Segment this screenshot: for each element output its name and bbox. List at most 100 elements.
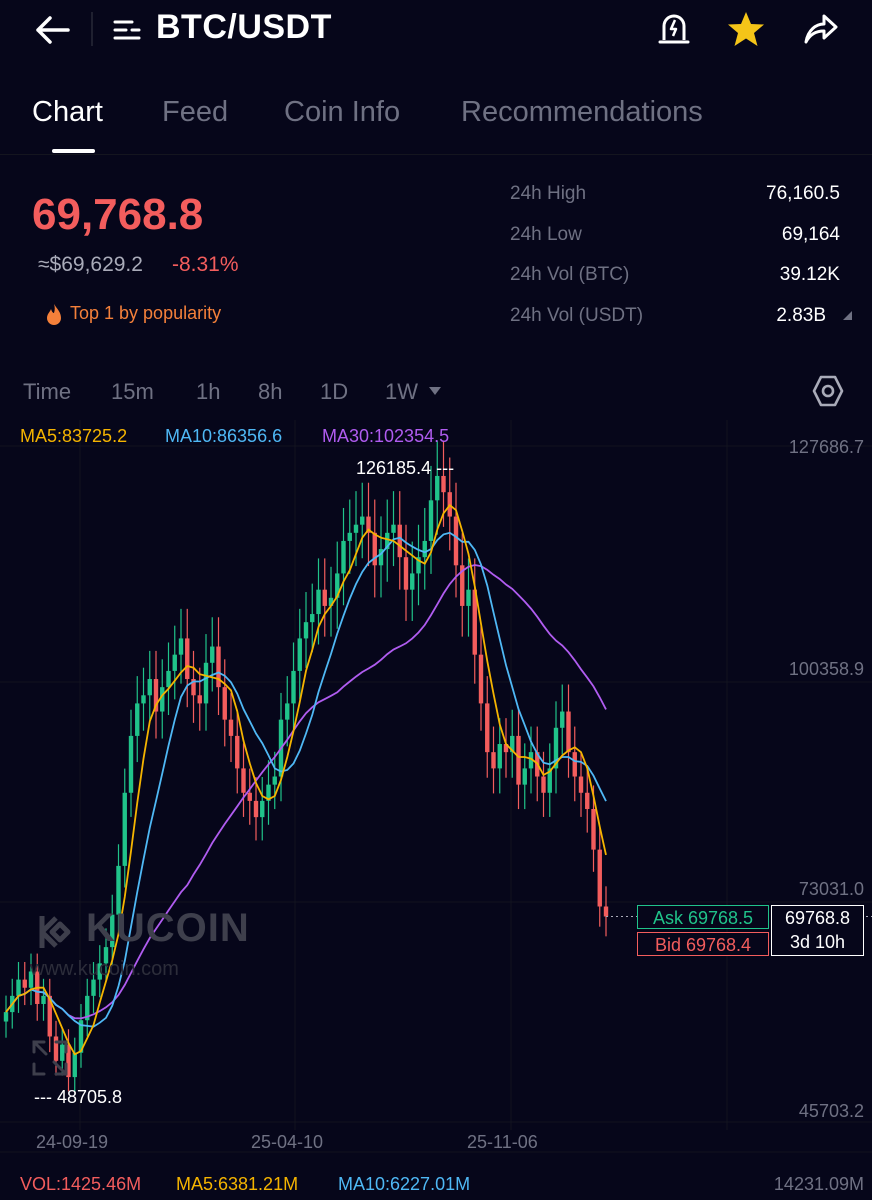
candle-countdown: 3d 10h <box>789 932 846 952</box>
timeframe-1h[interactable]: 1h <box>196 379 221 404</box>
usd-equivalent: ≈$69,629.2 <box>38 253 143 276</box>
candle-body <box>385 532 390 550</box>
pair-menu-icon[interactable] <box>112 16 142 44</box>
axis-label-lower-mid: 73031.0 <box>798 879 864 899</box>
candle-body <box>110 914 115 948</box>
ask-price-tag: Ask 69768.5 <box>637 905 769 929</box>
candle-body <box>228 719 234 736</box>
candle-body <box>591 809 596 850</box>
volume-axis-max: 14231.09M <box>773 1174 864 1194</box>
candle-body <box>441 475 446 493</box>
candle-body <box>135 703 140 736</box>
candlestick-chart[interactable] <box>0 420 872 1200</box>
candle-body <box>191 679 196 696</box>
tab-recommendations[interactable]: Recommendations <box>461 96 703 128</box>
candle-body <box>285 703 290 720</box>
last-price: 69,768.8 <box>32 190 204 239</box>
stat-label-24h-vol-btc: 24h Vol (BTC) <box>510 264 630 285</box>
axis-label-top: 127686.7 <box>788 437 864 457</box>
share-icon[interactable] <box>800 10 840 48</box>
candle-body <box>253 800 259 818</box>
date-label-start: 24-09-19 <box>36 1132 109 1152</box>
timeframe-time[interactable]: Time <box>23 379 72 404</box>
candle-body <box>16 979 21 996</box>
ma30-line <box>5 564 607 1020</box>
candle-body <box>28 971 34 988</box>
timeframe-1d[interactable]: 1D <box>320 379 349 404</box>
candle-body <box>41 995 46 1004</box>
timeframe-dropdown-icon[interactable] <box>428 386 442 396</box>
candle-body <box>178 638 184 655</box>
ma5-line <box>5 503 607 1056</box>
candle-body <box>216 646 221 688</box>
popularity-badge[interactable]: Top 1 by popularity <box>70 303 222 323</box>
back-arrow-icon[interactable] <box>30 10 74 50</box>
date-label-end: 25-11-06 <box>467 1132 538 1152</box>
high-price-marker: 126185.4 --- <box>356 458 455 478</box>
candle-body <box>60 1044 65 1061</box>
volume-legend: VOL:1425.46M <box>20 1174 142 1194</box>
candle-body <box>403 557 409 590</box>
tab-chart[interactable]: Chart <box>32 96 103 128</box>
candle-body <box>72 1052 77 1078</box>
candle-body <box>297 638 302 671</box>
tab-feed[interactable]: Feed <box>162 96 229 128</box>
candle-body <box>366 516 371 533</box>
candle-body <box>572 752 577 777</box>
tab-coin-info[interactable]: Coin Info <box>284 96 401 128</box>
candle-body <box>3 1012 9 1022</box>
candle-body <box>147 679 152 696</box>
candle-body <box>528 752 534 769</box>
candle-body <box>266 784 271 801</box>
ma30-legend: MA30:102354.5 <box>322 426 450 446</box>
candle-body <box>122 792 127 866</box>
candle-body <box>397 524 402 558</box>
volume-ma5-legend: MA5:6381.21M <box>176 1174 299 1194</box>
last-price-tag: 69768.8 3d 10h <box>771 905 864 956</box>
stat-value-24h-vol-btc: 39.12K <box>779 264 840 285</box>
candle-body <box>235 735 240 769</box>
candle-body <box>547 768 552 793</box>
candle-body <box>260 800 265 818</box>
candle-body <box>378 549 384 566</box>
stat-label-24h-high: 24h High <box>510 183 587 204</box>
kucoin-brand-text: KUCOIN <box>86 906 250 950</box>
candle-body <box>541 776 546 793</box>
candle-body <box>310 614 315 623</box>
candle-body <box>316 589 321 615</box>
candle-body <box>210 646 215 663</box>
candle-body <box>491 752 496 769</box>
candle-body <box>303 622 309 639</box>
corner-triangle-icon <box>843 311 852 320</box>
expand-chart-icon[interactable] <box>30 1038 70 1078</box>
candle-body <box>53 1036 59 1061</box>
candle-body <box>47 995 52 1037</box>
candle-body <box>553 727 559 769</box>
favorite-star-icon[interactable] <box>726 10 766 48</box>
active-tab-indicator <box>52 149 95 153</box>
price-alert-icon[interactable] <box>656 10 692 48</box>
chart-settings-icon[interactable] <box>810 373 846 409</box>
candle-body <box>272 776 277 785</box>
candle-body <box>322 589 327 606</box>
candle-body <box>472 589 477 655</box>
candle-body <box>141 695 146 704</box>
pair-title[interactable]: BTC/USDT <box>156 8 332 46</box>
stat-label-24h-low: 24h Low <box>510 224 582 245</box>
timeframe-8h[interactable]: 8h <box>258 379 283 404</box>
stat-value-24h-low: 69,164 <box>781 224 840 245</box>
candle-body <box>78 1020 84 1053</box>
candle-body <box>453 516 459 566</box>
candle-body <box>485 703 490 753</box>
candle-body <box>153 679 159 712</box>
timeframe-1w[interactable]: 1W <box>385 379 418 404</box>
candle-body <box>428 500 434 541</box>
timeframe-15m[interactable]: 15m <box>111 379 154 404</box>
candle-body <box>578 776 584 793</box>
candle-body <box>91 979 96 996</box>
candle-body <box>197 695 202 704</box>
candle-body <box>422 540 427 558</box>
axis-label-upper-mid: 100358.9 <box>788 659 864 679</box>
candle-body <box>391 524 396 533</box>
candle-body <box>85 995 90 1021</box>
